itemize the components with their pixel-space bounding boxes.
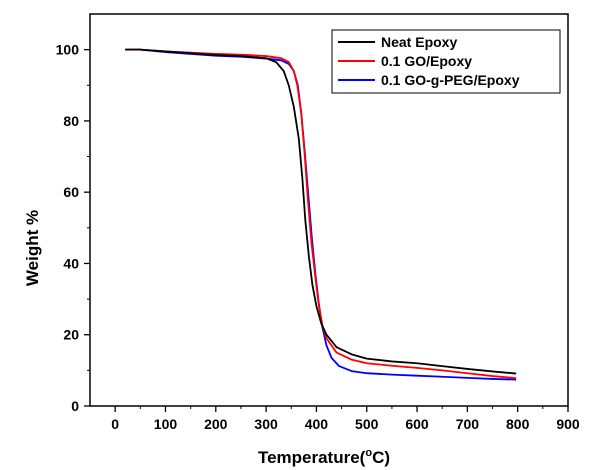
series-line-neat-epoxy bbox=[125, 48, 517, 375]
series-line-go-epoxy bbox=[125, 48, 517, 380]
axis-tick-labels: 0 100 200 300 400 500 600 700 800 900 0 20 40 60 80 100 bbox=[56, 42, 580, 432]
plot-frame bbox=[89, 13, 569, 407]
y-tick-label: 20 bbox=[63, 327, 79, 343]
axis-ticks bbox=[84, 48, 569, 412]
x-tick-label: 100 bbox=[154, 416, 178, 432]
x-tick-label: 700 bbox=[456, 416, 480, 432]
y-tick-label: 40 bbox=[63, 255, 79, 271]
y-tick-label: 80 bbox=[63, 113, 79, 129]
x-tick-label: 0 bbox=[111, 416, 119, 432]
x-tick-label: 200 bbox=[204, 416, 228, 432]
plot-series bbox=[125, 48, 517, 381]
legend-label-go-peg-epoxy: 0.1 GO-g-PEG/Epoxy bbox=[381, 72, 520, 88]
series-line-go-peg-epoxy bbox=[125, 48, 517, 381]
legend: Neat Epoxy 0.1 GO/Epoxy 0.1 GO-g-PEG/Epo… bbox=[331, 29, 561, 94]
x-axis-title: Temperature(oC) bbox=[258, 447, 390, 467]
x-tick-label: 500 bbox=[355, 416, 379, 432]
y-tick-label: 100 bbox=[56, 42, 80, 58]
x-tick-label: 600 bbox=[405, 416, 429, 432]
y-tick-label: 60 bbox=[63, 184, 79, 200]
x-tick-label: 400 bbox=[305, 416, 329, 432]
x-tick-label: 300 bbox=[254, 416, 278, 432]
legend-label-go-epoxy: 0.1 GO/Epoxy bbox=[381, 53, 472, 69]
y-tick-label: 0 bbox=[71, 398, 79, 414]
legend-label-neat-epoxy: Neat Epoxy bbox=[381, 34, 457, 50]
x-tick-label: 900 bbox=[556, 416, 580, 432]
x-tick-label: 800 bbox=[506, 416, 530, 432]
y-axis-title: Weight % bbox=[23, 210, 42, 286]
